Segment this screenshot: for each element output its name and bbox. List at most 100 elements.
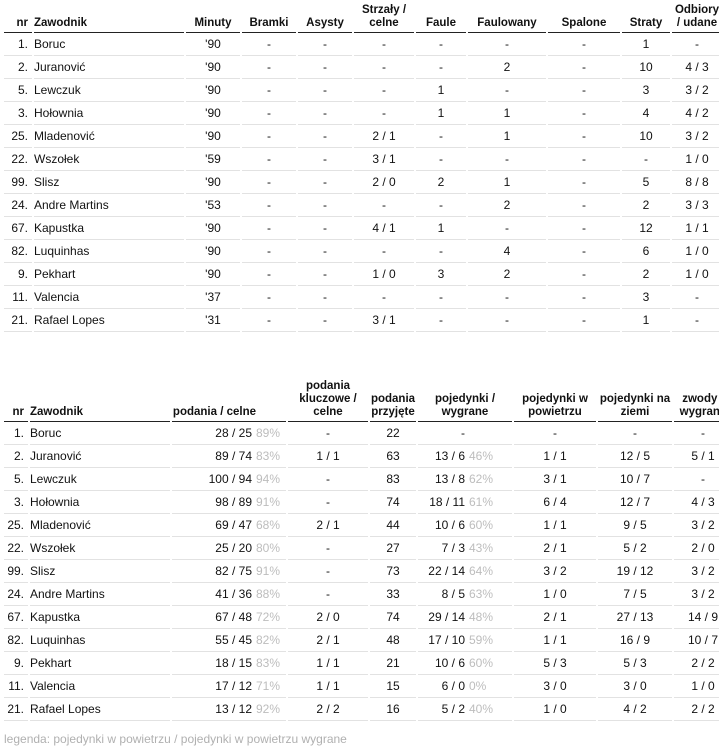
key-passes-cell: - — [288, 491, 368, 514]
passes-value: 100 / 94 — [208, 472, 252, 486]
table-row: 9. Pekhart 18 / 15 83% 1 / 1 21 10 / 6 60% 5 / 3… — [4, 652, 719, 675]
fouled-cell: - — [468, 286, 546, 309]
fouls-cell: - — [416, 56, 466, 79]
table-row: 82. Luquinhas '90- - - -4-6 1 / 0 — [4, 240, 719, 263]
passes-percent: 89% — [256, 426, 281, 440]
challenges-cell: 3 / 2 — [674, 583, 719, 606]
table-row: 2. Juranović 89 / 74 83% 1 / 1 63 13 / 6 46% 1 /… — [4, 445, 719, 468]
player-name: Hołownia — [34, 102, 184, 125]
duels-cell: 13 / 6 46% — [418, 445, 512, 468]
aerial-duels-cell: 3 / 2 — [514, 560, 596, 583]
recoveries-cell: - — [672, 33, 719, 56]
duels-cell: 13 / 8 62% — [418, 468, 512, 491]
passes-value: 89 / 74 — [215, 449, 252, 463]
aerial-duels-cell: 2 / 1 — [514, 606, 596, 629]
losses-cell: 12 — [622, 217, 670, 240]
passes-cell: 41 / 36 88% — [172, 583, 286, 606]
passes-value: 17 / 12 — [215, 679, 252, 693]
ground-duels-cell: 5 / 2 — [598, 537, 672, 560]
table-row: 3. Hołownia 98 / 89 91% -74 18 / 11 61% 6 / 4 12… — [4, 491, 719, 514]
fouled-cell: 1 — [468, 125, 546, 148]
challenges-cell: 10 / 7 — [674, 629, 719, 652]
header-assists: Asysty — [298, 4, 352, 33]
row-nr: 11. — [4, 286, 32, 309]
ground-duels-cell: 12 / 5 — [598, 445, 672, 468]
ground-duels-cell: 9 / 5 — [598, 514, 672, 537]
minutes-cell: '53 — [186, 194, 240, 217]
goals-cell: - — [242, 125, 296, 148]
header-aerial: pojedynki w powietrzu — [514, 380, 596, 422]
table-row: 1. Boruc '90- - - - - -1- — [4, 33, 719, 56]
key-passes-cell: 1 / 1 — [288, 675, 368, 698]
header-received: podania przyjęte — [370, 380, 416, 422]
row-nr: 5. — [4, 468, 28, 491]
fouled-cell: - — [468, 33, 546, 56]
duels-cell: 10 / 6 60% — [418, 652, 512, 675]
fouls-cell: 3 — [416, 263, 466, 286]
duels-value: 22 / 14 — [428, 564, 465, 578]
player-name: Andre Martins — [34, 194, 184, 217]
ground-duels-cell: - — [598, 422, 672, 445]
recoveries-cell: 4 / 2 — [672, 102, 719, 125]
passes-percent: 92% — [256, 702, 281, 716]
player-name: Slisz — [30, 560, 170, 583]
key-passes-cell: 2 / 2 — [288, 698, 368, 721]
shots-cell: - — [354, 79, 414, 102]
recoveries-cell: - — [672, 286, 719, 309]
table-row: 2. Juranović '90- - - -2-10 4 / 3 — [4, 56, 719, 79]
losses-cell: - — [622, 148, 670, 171]
minutes-cell: '59 — [186, 148, 240, 171]
challenges-cell: 3 / 2 — [674, 514, 719, 537]
passes-value: 41 / 36 — [215, 587, 252, 601]
challenges-cell: 2 / 2 — [674, 698, 719, 721]
fouls-cell: 1 — [416, 79, 466, 102]
losses-cell: 2 — [622, 263, 670, 286]
offsides-cell: - — [548, 56, 620, 79]
duels-cell: 7 / 3 43% — [418, 537, 512, 560]
shots-cell: - — [354, 194, 414, 217]
table-row: 3. Hołownia '90- - -1 1-4 4 / 2 — [4, 102, 719, 125]
header-goals: Bramki — [242, 4, 296, 33]
key-passes-cell: 1 / 1 — [288, 445, 368, 468]
duels-value: 6 / 0 — [441, 679, 465, 693]
passes-cell: 98 / 89 91% — [172, 491, 286, 514]
aerial-duels-cell: - — [514, 422, 596, 445]
losses-cell: 3 — [622, 79, 670, 102]
header-passes: podania / celne — [172, 380, 286, 422]
passes-value: 69 / 47 — [215, 518, 252, 532]
key-passes-cell: - — [288, 422, 368, 445]
duels-cell: - — [418, 422, 512, 445]
minutes-cell: '90 — [186, 79, 240, 102]
header-ground: pojedynki na ziemi — [598, 380, 672, 422]
aerial-duels-cell: 1 / 0 — [514, 583, 596, 606]
key-passes-cell: - — [288, 468, 368, 491]
duels-cell: 8 / 5 63% — [418, 583, 512, 606]
goals-cell: - — [242, 240, 296, 263]
duels-percent: 63% — [469, 587, 494, 601]
passes-cell: 13 / 12 92% — [172, 698, 286, 721]
losses-cell: 10 — [622, 56, 670, 79]
row-nr: 5. — [4, 79, 32, 102]
passes-cell: 18 / 15 83% — [172, 652, 286, 675]
row-nr: 99. — [4, 171, 32, 194]
header-fouled: Faulowany — [468, 4, 546, 33]
player-name: Mladenović — [34, 125, 184, 148]
legend-note: legenda: pojedynki w powietrzu / pojedyn… — [4, 732, 347, 746]
offsides-cell: - — [548, 171, 620, 194]
passes-percent: 80% — [256, 541, 281, 555]
goals-cell: - — [242, 263, 296, 286]
row-nr: 24. — [4, 194, 32, 217]
minutes-cell: '90 — [186, 125, 240, 148]
shots-cell: 1 / 0 — [354, 263, 414, 286]
duels-cell: 22 / 14 64% — [418, 560, 512, 583]
ground-duels-cell: 12 / 7 — [598, 491, 672, 514]
fouls-cell: - — [416, 240, 466, 263]
fouls-cell: - — [416, 309, 466, 332]
received-cell: 48 — [370, 629, 416, 652]
offsides-cell: - — [548, 194, 620, 217]
duels-percent: 48% — [469, 610, 494, 624]
fouls-cell: 2 — [416, 171, 466, 194]
passes-value: 67 / 48 — [215, 610, 252, 624]
passes-percent: 94% — [256, 472, 281, 486]
